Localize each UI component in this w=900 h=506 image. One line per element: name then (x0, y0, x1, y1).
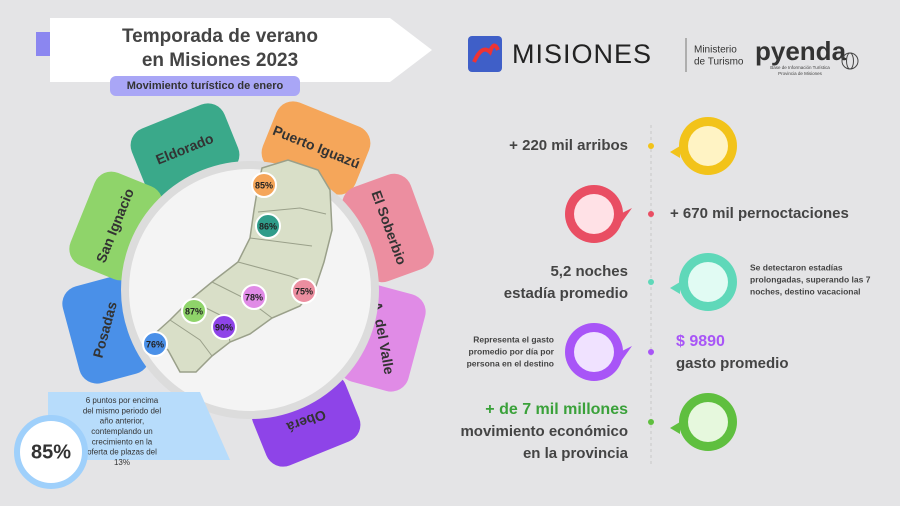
subtitle-pill (110, 76, 300, 96)
occupancy-badge (241, 284, 267, 310)
callout-value: 85% (31, 441, 71, 463)
overnights-icon-inner (574, 194, 614, 234)
icon-pointer (670, 146, 680, 158)
icon-pointer (620, 208, 632, 222)
occupancy-badge (255, 213, 281, 239)
stay-note: prolongadas, superando las 7 (750, 274, 871, 284)
pyenda-caption: Provincia de Misiones (778, 71, 823, 76)
callout-text: 13% (114, 458, 130, 467)
economy-value: + de 7 mil millones (485, 401, 628, 418)
globe-icon (846, 52, 854, 70)
economy-icon-inner (688, 402, 728, 442)
title-banner (50, 18, 432, 82)
occupancy-badge (251, 172, 277, 198)
occupancy-badge (211, 314, 237, 340)
spend-label: gasto promedio (676, 355, 789, 372)
occupancy-badge (181, 298, 207, 324)
overnights: + 670 mil pernoctaciones (670, 205, 849, 222)
timeline-dot (648, 143, 654, 149)
icon-pointer (620, 346, 632, 360)
stay-note: noches, destino vacacional (750, 286, 861, 296)
callout-text: contemplando un (91, 427, 152, 436)
economy-label: en la provincia (523, 445, 629, 462)
misiones-wordmark: MISIONES (512, 39, 652, 69)
ministry-text: Ministerio (694, 45, 737, 56)
timeline-dot (648, 211, 654, 217)
occupancy-value: 75% (295, 286, 313, 296)
callout-text: oferta de plazas del (87, 448, 157, 457)
occupancy-value: 86% (259, 221, 277, 231)
title: Temporada de verano (122, 26, 318, 47)
economy-label: movimiento económico (460, 423, 628, 440)
occupancy-value: 87% (185, 306, 203, 316)
timeline-dot (648, 279, 654, 285)
timeline-dot (648, 349, 654, 355)
callout-text: año anterior, (100, 417, 144, 426)
occupancy-value: 90% (215, 322, 233, 332)
occupancy-badge (142, 331, 168, 357)
ministry-text: de Turismo (694, 57, 744, 68)
callout-circle (14, 415, 88, 489)
title: en Misiones 2023 (142, 50, 298, 71)
occupancy-value: 78% (245, 292, 263, 302)
stay-label: estadía promedio (504, 285, 628, 302)
misiones-logo-mark (472, 43, 500, 63)
occupancy-value: 76% (146, 339, 164, 349)
spend-value: $ 9890 (676, 333, 725, 350)
arrivals-icon-inner (688, 126, 728, 166)
stay-icon-inner (688, 262, 728, 302)
stay-value: 5,2 noches (550, 263, 628, 280)
arrivals: + 220 mil arribos (509, 137, 628, 154)
spend-note: Representa el gasto (473, 334, 554, 344)
icon-pointer (670, 282, 680, 294)
pyenda-wordmark: pyenda (755, 36, 847, 66)
subtitle: Movimiento turístico de enero (127, 80, 284, 92)
timeline-dot (648, 419, 654, 425)
spend-icon-inner (574, 332, 614, 372)
occupancy-badge (291, 278, 317, 304)
pyenda-caption: Base de Información Turística (770, 65, 830, 70)
icon-pointer (670, 422, 680, 434)
callout-box (48, 392, 230, 460)
spend-note: persona en el destino (467, 358, 554, 368)
callout-text: del mismo periodo del (83, 406, 161, 415)
misiones-logo (468, 36, 502, 72)
callout-text: 6 puntos por encima (86, 396, 159, 405)
stay-note: Se detectaron estadías (750, 262, 843, 272)
spend-note: promedio por día por (469, 346, 555, 356)
occupancy-value: 85% (255, 180, 273, 190)
callout-text: crecimiento en la (92, 437, 153, 446)
